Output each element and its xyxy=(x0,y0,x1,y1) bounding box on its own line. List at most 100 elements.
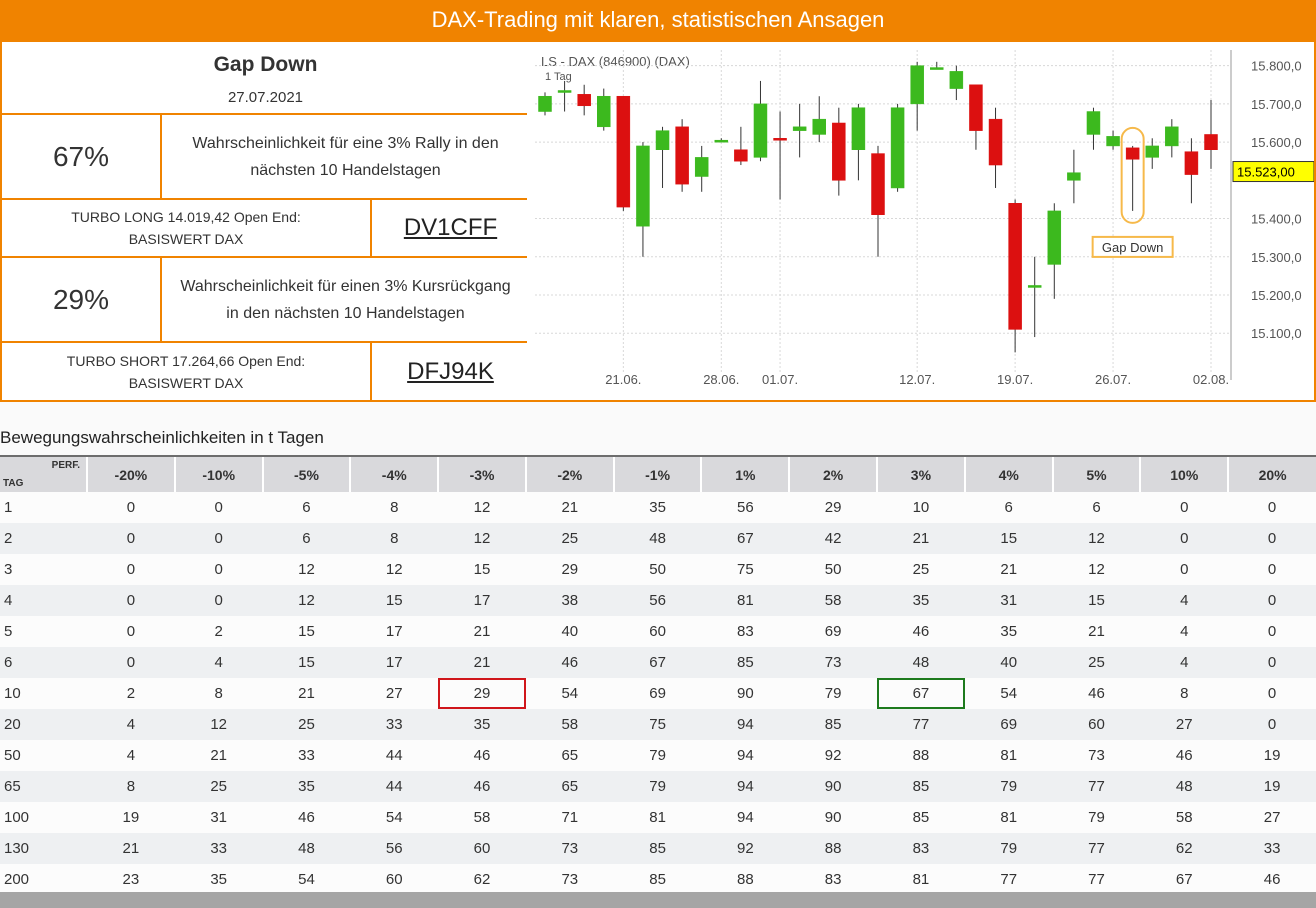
table-cell: 88 xyxy=(877,740,965,771)
table-cell: 94 xyxy=(701,740,790,771)
candle-body xyxy=(538,95,552,112)
table-cell: 69 xyxy=(613,678,702,709)
table-cell: 0 xyxy=(87,616,175,647)
table-cell: 81 xyxy=(701,585,790,616)
table-cell: 4 xyxy=(1140,585,1229,616)
table-cell: 23 xyxy=(87,864,175,895)
table-row: 65 8 25 35 44 46 65 79 94 90 85 79 77 48 19 xyxy=(0,771,1316,802)
dax-chart-box: LS - DAX (846900) (DAX) 1 Tag 15.800,0 15… xyxy=(527,40,1316,402)
table-cell: 0 xyxy=(1228,709,1316,740)
short-wkn-cell: DFJ94K xyxy=(372,343,529,400)
signal-title: Gap Down xyxy=(213,53,318,76)
annotation-label: Gap Down xyxy=(1102,240,1163,255)
table-cell: 38 xyxy=(525,585,614,616)
table-cell: 8 xyxy=(87,771,175,802)
table-cell: 0 xyxy=(1140,554,1229,585)
column-header: -3% xyxy=(437,455,526,492)
candle-body xyxy=(890,107,905,189)
table-cell: 21 xyxy=(1052,616,1141,647)
candle-body xyxy=(1008,203,1022,330)
table-cell: 35 xyxy=(438,709,526,740)
table-cell: 21 xyxy=(438,616,526,647)
short-wkn-link[interactable]: DFJ94K xyxy=(407,357,494,385)
x-tick-label: 12.07. xyxy=(899,372,935,387)
row-day-cell: 10 xyxy=(0,678,87,709)
table-cell: 25 xyxy=(525,523,614,554)
row-day-cell: 200 xyxy=(0,864,87,895)
candle xyxy=(988,107,1003,188)
table-cell: 27 xyxy=(350,678,439,709)
candle xyxy=(1106,130,1120,150)
table-cell: 0 xyxy=(174,492,263,523)
row-day-cell: 100 xyxy=(0,802,87,833)
table-cell: 79 xyxy=(964,771,1053,802)
table-cell: 54 xyxy=(262,864,351,895)
candle-body xyxy=(694,157,709,177)
short-product: TURBO SHORT 17.264,66 Open End: BASISWER… xyxy=(2,343,370,400)
table-cell: 67 xyxy=(1140,864,1229,895)
table-cell: 27 xyxy=(1228,802,1316,833)
table-cell: 15 xyxy=(1052,585,1141,616)
table-row: 130 21 33 48 56 60 73 85 92 88 83 79 77 62 33 xyxy=(0,833,1316,864)
row-day-cell: 6 xyxy=(0,647,87,678)
signal-info-box: Gap Down 27.07.2021 67% Wahrscheinlichke… xyxy=(0,40,531,402)
table-cell: 44 xyxy=(350,740,439,771)
candle xyxy=(1184,138,1199,204)
candle-body xyxy=(1125,147,1140,160)
candle-body xyxy=(655,130,670,150)
table-cell: 50 xyxy=(789,554,878,585)
table-cell: 21 xyxy=(877,523,965,554)
table-cell: 77 xyxy=(964,864,1053,895)
table-cell: 8 xyxy=(350,523,439,554)
candle xyxy=(1086,107,1101,150)
table-cell: 35 xyxy=(613,492,702,523)
table-cell: 35 xyxy=(877,585,965,616)
candle xyxy=(812,96,826,143)
table-cell: 46 xyxy=(525,647,614,678)
table-cell: 33 xyxy=(262,740,351,771)
row-day-cell: 5 xyxy=(0,616,87,647)
candle xyxy=(1008,199,1022,353)
candle-body xyxy=(832,122,846,181)
column-header: 4% xyxy=(963,455,1053,492)
table-cell: 12 xyxy=(438,492,526,523)
candle xyxy=(1204,100,1218,169)
table-cell: 29 xyxy=(789,492,878,523)
table-cell: 92 xyxy=(701,833,790,864)
column-header: 2% xyxy=(788,455,878,492)
table-cell: 77 xyxy=(1052,833,1141,864)
long-description: Wahrscheinlichkeit für eine 3% Rally in … xyxy=(162,115,529,198)
short-description: Wahrscheinlichkeit für einen 3% Kursrück… xyxy=(162,258,529,341)
table-cell: 15 xyxy=(438,554,526,585)
long-wkn-cell: DV1CFF xyxy=(372,200,529,256)
candle xyxy=(538,92,552,116)
table-cell: 25 xyxy=(1052,647,1141,678)
table-cell: 85 xyxy=(613,833,702,864)
table-cell: 31 xyxy=(964,585,1053,616)
column-header: -10% xyxy=(173,455,263,492)
table-cell: 31 xyxy=(174,802,263,833)
table-cell: 33 xyxy=(174,833,263,864)
y-tick-label: 15.300,0 xyxy=(1251,250,1302,265)
table-cell: 0 xyxy=(1228,523,1316,554)
table-cell: 15 xyxy=(350,585,439,616)
x-tick-label: 21.06. xyxy=(605,372,641,387)
table-cell: 60 xyxy=(350,864,439,895)
long-wkn-link[interactable]: DV1CFF xyxy=(403,214,498,241)
table-cell: 56 xyxy=(701,492,790,523)
table-cell: 65 xyxy=(525,740,614,771)
table-cell: 94 xyxy=(701,709,790,740)
table-cell: 88 xyxy=(789,833,878,864)
column-header: -5% xyxy=(261,455,351,492)
candle-body xyxy=(577,94,591,107)
candle xyxy=(714,138,729,143)
table-cell: 94 xyxy=(701,802,790,833)
table-cell: 0 xyxy=(87,554,175,585)
x-tick-label: 26.07. xyxy=(1095,372,1131,387)
row-day-cell: 2 xyxy=(0,523,87,554)
table-cell: 73 xyxy=(1052,740,1141,771)
candle xyxy=(577,84,591,116)
long-probability: 67% xyxy=(52,140,110,172)
table-cell: 6 xyxy=(262,523,351,554)
table-cell: 17 xyxy=(350,616,439,647)
